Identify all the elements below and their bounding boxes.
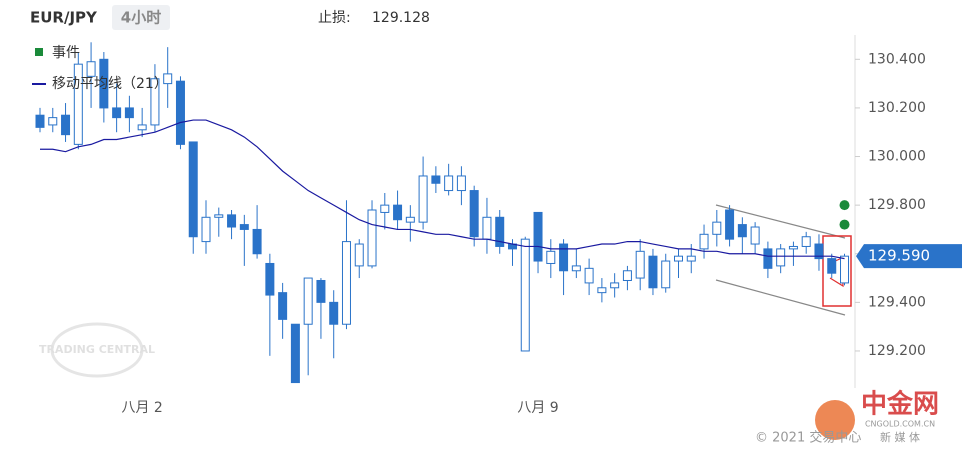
watermark-group: TRADING CENTRAL [39,322,155,378]
candle-body [456,175,466,192]
watermark-ring [50,322,144,378]
channel-line [715,204,846,239]
logo-site: CNGOLD.COM.CN [865,420,935,429]
candle-body [520,238,530,352]
timeframe[interactable]: 4小时 [121,9,161,27]
highlight-box [822,235,852,307]
candle-body [35,114,45,128]
logo-name: 中金网 [861,389,939,420]
candle-body [444,175,454,192]
candle-body [112,107,122,119]
candle-body [482,216,492,240]
y-tick-label: 129.800 [868,197,926,213]
price-badge-label: 129.590 [868,247,930,265]
candle-body [469,190,479,238]
logo-icon [815,400,855,440]
x-tick-label: 八月 2 [121,400,162,416]
candle-body [214,214,224,218]
candle-body [278,292,288,320]
x-tick-label: 八月 9 [517,400,558,416]
candle-body [265,262,275,296]
candle-body [661,260,671,289]
candle-body [622,270,632,281]
y-tick-label: 129.400 [868,294,926,310]
candle-body [584,267,594,284]
candle-body [303,277,313,325]
candle-body [341,241,351,325]
candle-body [763,248,773,269]
candle-body [840,255,850,284]
candle-body [495,216,505,247]
candle-body [367,209,377,267]
candle-body [239,224,249,230]
candle-body [750,226,760,245]
y-tick-label: 130.400 [868,51,926,67]
legend-swatch [35,48,43,56]
stop-loss-label: 止损: [318,10,351,26]
legend-label: 移动平均线（21） [52,76,168,92]
candle-body [610,282,620,289]
event-dot [839,219,850,230]
candle-body [635,250,645,279]
candle-body [533,211,543,262]
candle-body [354,243,364,267]
candle-body [124,107,134,119]
candle-body [201,216,211,243]
candle-body [776,248,786,267]
y-tick-label: 130.200 [868,100,926,116]
candle-body [737,224,747,238]
timeframe-bg [112,5,170,30]
candle-body [290,323,300,384]
candle-body [99,58,109,109]
candle-body [163,73,173,85]
moving-average [40,119,845,260]
candle-body [827,258,837,274]
y-tick-label: 130.000 [868,149,926,165]
candle-body [227,214,237,228]
candle-body [699,233,709,250]
candle-body [86,61,96,77]
footer: © 2021 交易中心 [755,430,861,446]
candle-body [648,255,658,289]
chart-title: EUR/JPY [30,9,98,27]
candle-body [559,243,569,272]
candle-body [393,204,403,221]
candle-body [597,287,607,294]
candle-body [137,124,147,131]
candle-body [546,250,556,264]
price-badge [856,244,962,269]
candle-body [73,63,83,145]
candle-body [316,279,326,303]
logo-tag: 新 媒 体 [880,430,920,444]
event-dot [839,200,850,211]
candle-body [431,175,441,184]
stop-loss: 129.128 [372,10,430,26]
candle-body [674,255,683,262]
y-tick-label: 129.200 [868,343,926,359]
candle-body [329,301,339,325]
candle-body [150,78,160,126]
candle-body [405,216,415,223]
watermark: TRADING CENTRAL [39,343,155,356]
candle-body [814,243,824,260]
candle-body [61,114,71,136]
candle-body [175,80,185,145]
candle-body [418,175,428,223]
candle-body [788,245,798,250]
candle-body [686,255,696,262]
candle-body [252,228,262,255]
candle-body [380,204,390,213]
candle-body [188,141,198,238]
channel-line [715,279,846,316]
candle-body [48,117,58,126]
candle-body [725,209,735,240]
candle-body [712,221,722,235]
candle-body [801,236,811,247]
candle-body [571,265,581,272]
legend-label: 事件 [52,45,80,61]
